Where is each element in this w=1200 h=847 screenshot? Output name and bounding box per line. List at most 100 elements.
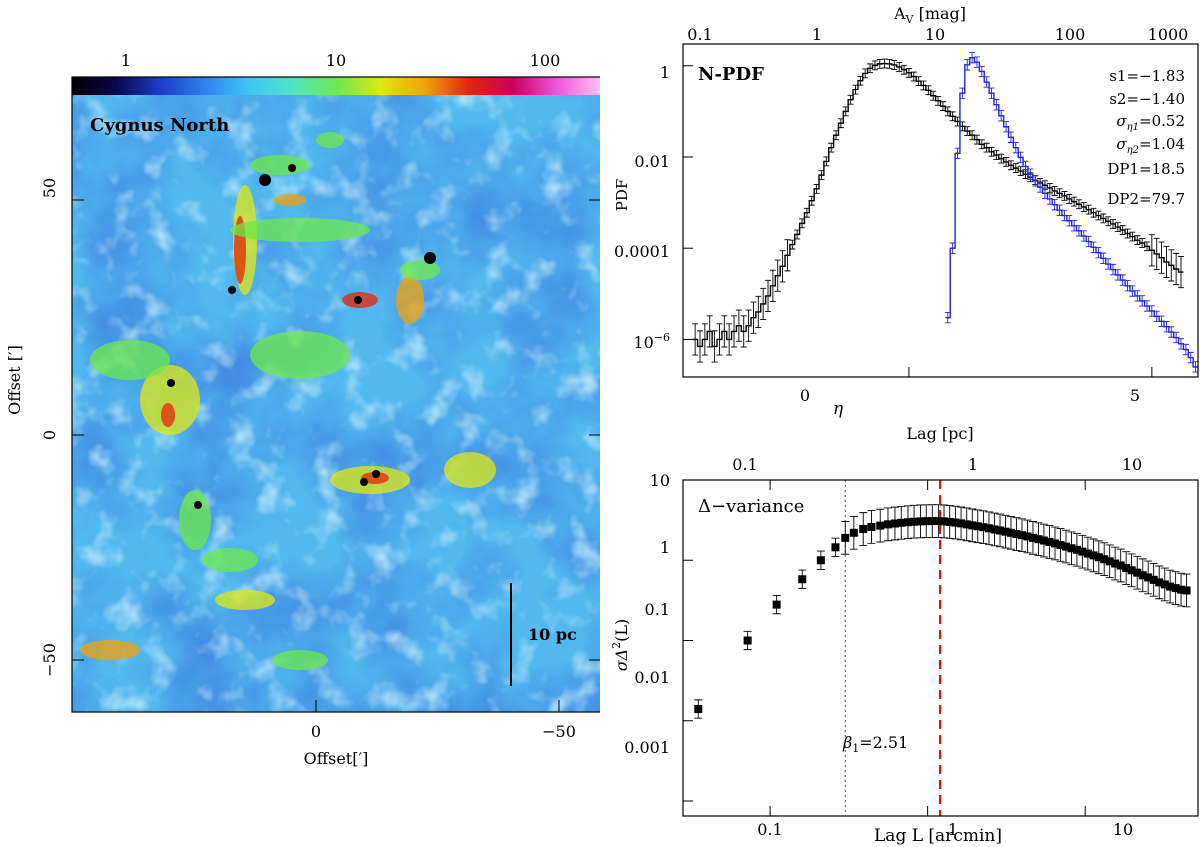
pdf-series-1-errorbar	[998, 110, 1005, 122]
map-ytick-50: 50	[40, 178, 59, 198]
dv-point	[940, 517, 949, 526]
dv-point	[957, 519, 966, 528]
dv-panel-title: Δ−variance	[698, 496, 804, 517]
pdf-annotation-dp2: DP2=79.7	[1107, 190, 1185, 208]
pdf-series-0-errorbar	[1012, 163, 1019, 173]
map-structure-3	[230, 218, 370, 242]
pdf-series-0-errorbar	[745, 309, 752, 342]
pdf-series-1-errorbar	[1090, 241, 1097, 253]
pdf-series-0-errorbar	[740, 315, 747, 348]
pdf-series-0-errorbar	[1066, 194, 1073, 204]
pdf-x2label: AV [mag]	[893, 4, 966, 26]
pdf-annotation-dp1: DP1=18.5	[1107, 160, 1185, 178]
map-structure-7	[140, 365, 200, 435]
pdf-series-0-errorbar	[862, 68, 869, 79]
map-structure-17	[274, 194, 306, 206]
dv-point	[876, 521, 885, 530]
dv-point	[772, 600, 781, 609]
pdf-series-0-errorbar	[1177, 255, 1184, 289]
pdf-series-1-errorbar	[1022, 160, 1029, 173]
pdf-xlabel: η	[833, 399, 844, 419]
dv-xtick-1: 1	[948, 820, 958, 839]
dv-point	[934, 517, 943, 526]
pdf-series-0-errorbar	[794, 229, 801, 240]
dv-x2tick-0.1: 0.1	[732, 455, 757, 474]
dv-point	[1072, 545, 1081, 554]
pdf-series-0-errorbar	[988, 146, 995, 157]
pdf-series-1-errorbar	[959, 87, 966, 99]
pdf-series-1-errorbar	[964, 59, 971, 71]
pdf-series-1-errorbar	[1095, 246, 1102, 259]
pdf-annotation-sigma2: ση2=1.04	[1116, 135, 1185, 156]
pdf-series-0-errorbar	[701, 323, 708, 356]
pdf-series-0-errorbar	[731, 315, 738, 348]
pdf-series-1-errorbar	[1085, 235, 1092, 248]
dv-point	[831, 543, 840, 552]
pdf-series-0-errorbar	[939, 101, 946, 112]
pdf-series-1-errorbar	[1075, 225, 1082, 237]
dv-point	[1039, 536, 1048, 545]
pdf-series-0-errorbar	[944, 106, 951, 117]
pdf-series-0-errorbar	[721, 315, 728, 348]
dv-point	[1056, 540, 1065, 549]
map-structure-25	[228, 286, 236, 294]
pdf-ytick-0.01: 0.01	[634, 152, 670, 171]
dv-point	[928, 517, 937, 526]
pdf-series-1-errorbar	[1080, 230, 1087, 242]
dv-point	[883, 520, 892, 529]
pdf-series-0-errorbar	[833, 130, 840, 141]
pdf-series-0-errorbar	[1139, 238, 1146, 248]
dv-point	[849, 528, 858, 537]
pdf-series-0-errorbar	[711, 330, 718, 363]
pdf-series-0-errorbar	[905, 67, 912, 78]
pdf-ytick-1: 1	[660, 63, 670, 82]
pdf-series-0-errorbar	[828, 142, 835, 153]
dv-point	[1089, 551, 1098, 560]
pdf-series-1-errorbar	[1143, 300, 1150, 312]
dv-xlabel: Lag L [arcmin]	[874, 826, 1002, 846]
map-structure-29	[215, 590, 275, 610]
pdf-series-0-errorbar	[1071, 196, 1078, 207]
dv-point	[890, 519, 899, 528]
pdf-series-1-errorbar	[1046, 193, 1053, 205]
dv-point	[1105, 557, 1114, 566]
pdf-series-0-errorbar	[735, 309, 742, 342]
dv-point	[996, 526, 1005, 535]
pdf-series-0-errorbar	[1148, 234, 1155, 267]
pdf-series-0-errorbar	[813, 183, 820, 194]
pdf-x2tick-0.1: 0.1	[687, 25, 712, 44]
dv-xtick-0.1: 0.1	[757, 820, 782, 839]
pdf-xtick-0: 0	[800, 386, 810, 405]
pdf-series-0-errorbar	[1100, 213, 1107, 224]
dv-point	[1177, 585, 1186, 594]
dv-point	[798, 575, 807, 584]
dv-point	[1127, 566, 1136, 575]
pdf-series-1-errorbar	[1012, 142, 1019, 154]
pdf-series-1-errorbar	[1041, 187, 1048, 199]
pdf-series-1-errorbar	[1114, 269, 1121, 281]
dv-point	[897, 518, 906, 527]
pdf-series-0-errorbar	[920, 80, 927, 91]
pdf-ylabel: PDF	[613, 179, 631, 212]
map-structure-24	[372, 470, 380, 478]
dv-point	[1023, 532, 1032, 541]
dv-point	[1078, 547, 1087, 556]
pdf-series-0-errorbar	[789, 239, 796, 250]
map-structure-0	[250, 155, 310, 175]
pdf-series-1-errorbar	[993, 99, 1000, 111]
pdf-series-1-errorbar	[1109, 263, 1116, 276]
pdf-series-0-errorbar	[1168, 249, 1175, 282]
pdf-series-0-errorbar	[823, 156, 830, 167]
pdf-series-0-errorbar	[784, 239, 791, 272]
colorbar	[72, 77, 600, 95]
pdf-series-0-errorbar	[808, 195, 815, 206]
pdf-series-1-errorbar	[1051, 199, 1058, 211]
pdf-series-0-errorbar	[774, 259, 781, 292]
dv-point	[867, 522, 876, 531]
map-structure-5	[396, 276, 424, 324]
pdf-annotation-sigma1: ση1=0.52	[1116, 112, 1185, 133]
dv-point	[1083, 549, 1092, 558]
pdf-series-0-errorbar	[716, 323, 723, 356]
dv-point	[1182, 586, 1191, 595]
pdf-series-0-errorbar	[925, 85, 932, 96]
